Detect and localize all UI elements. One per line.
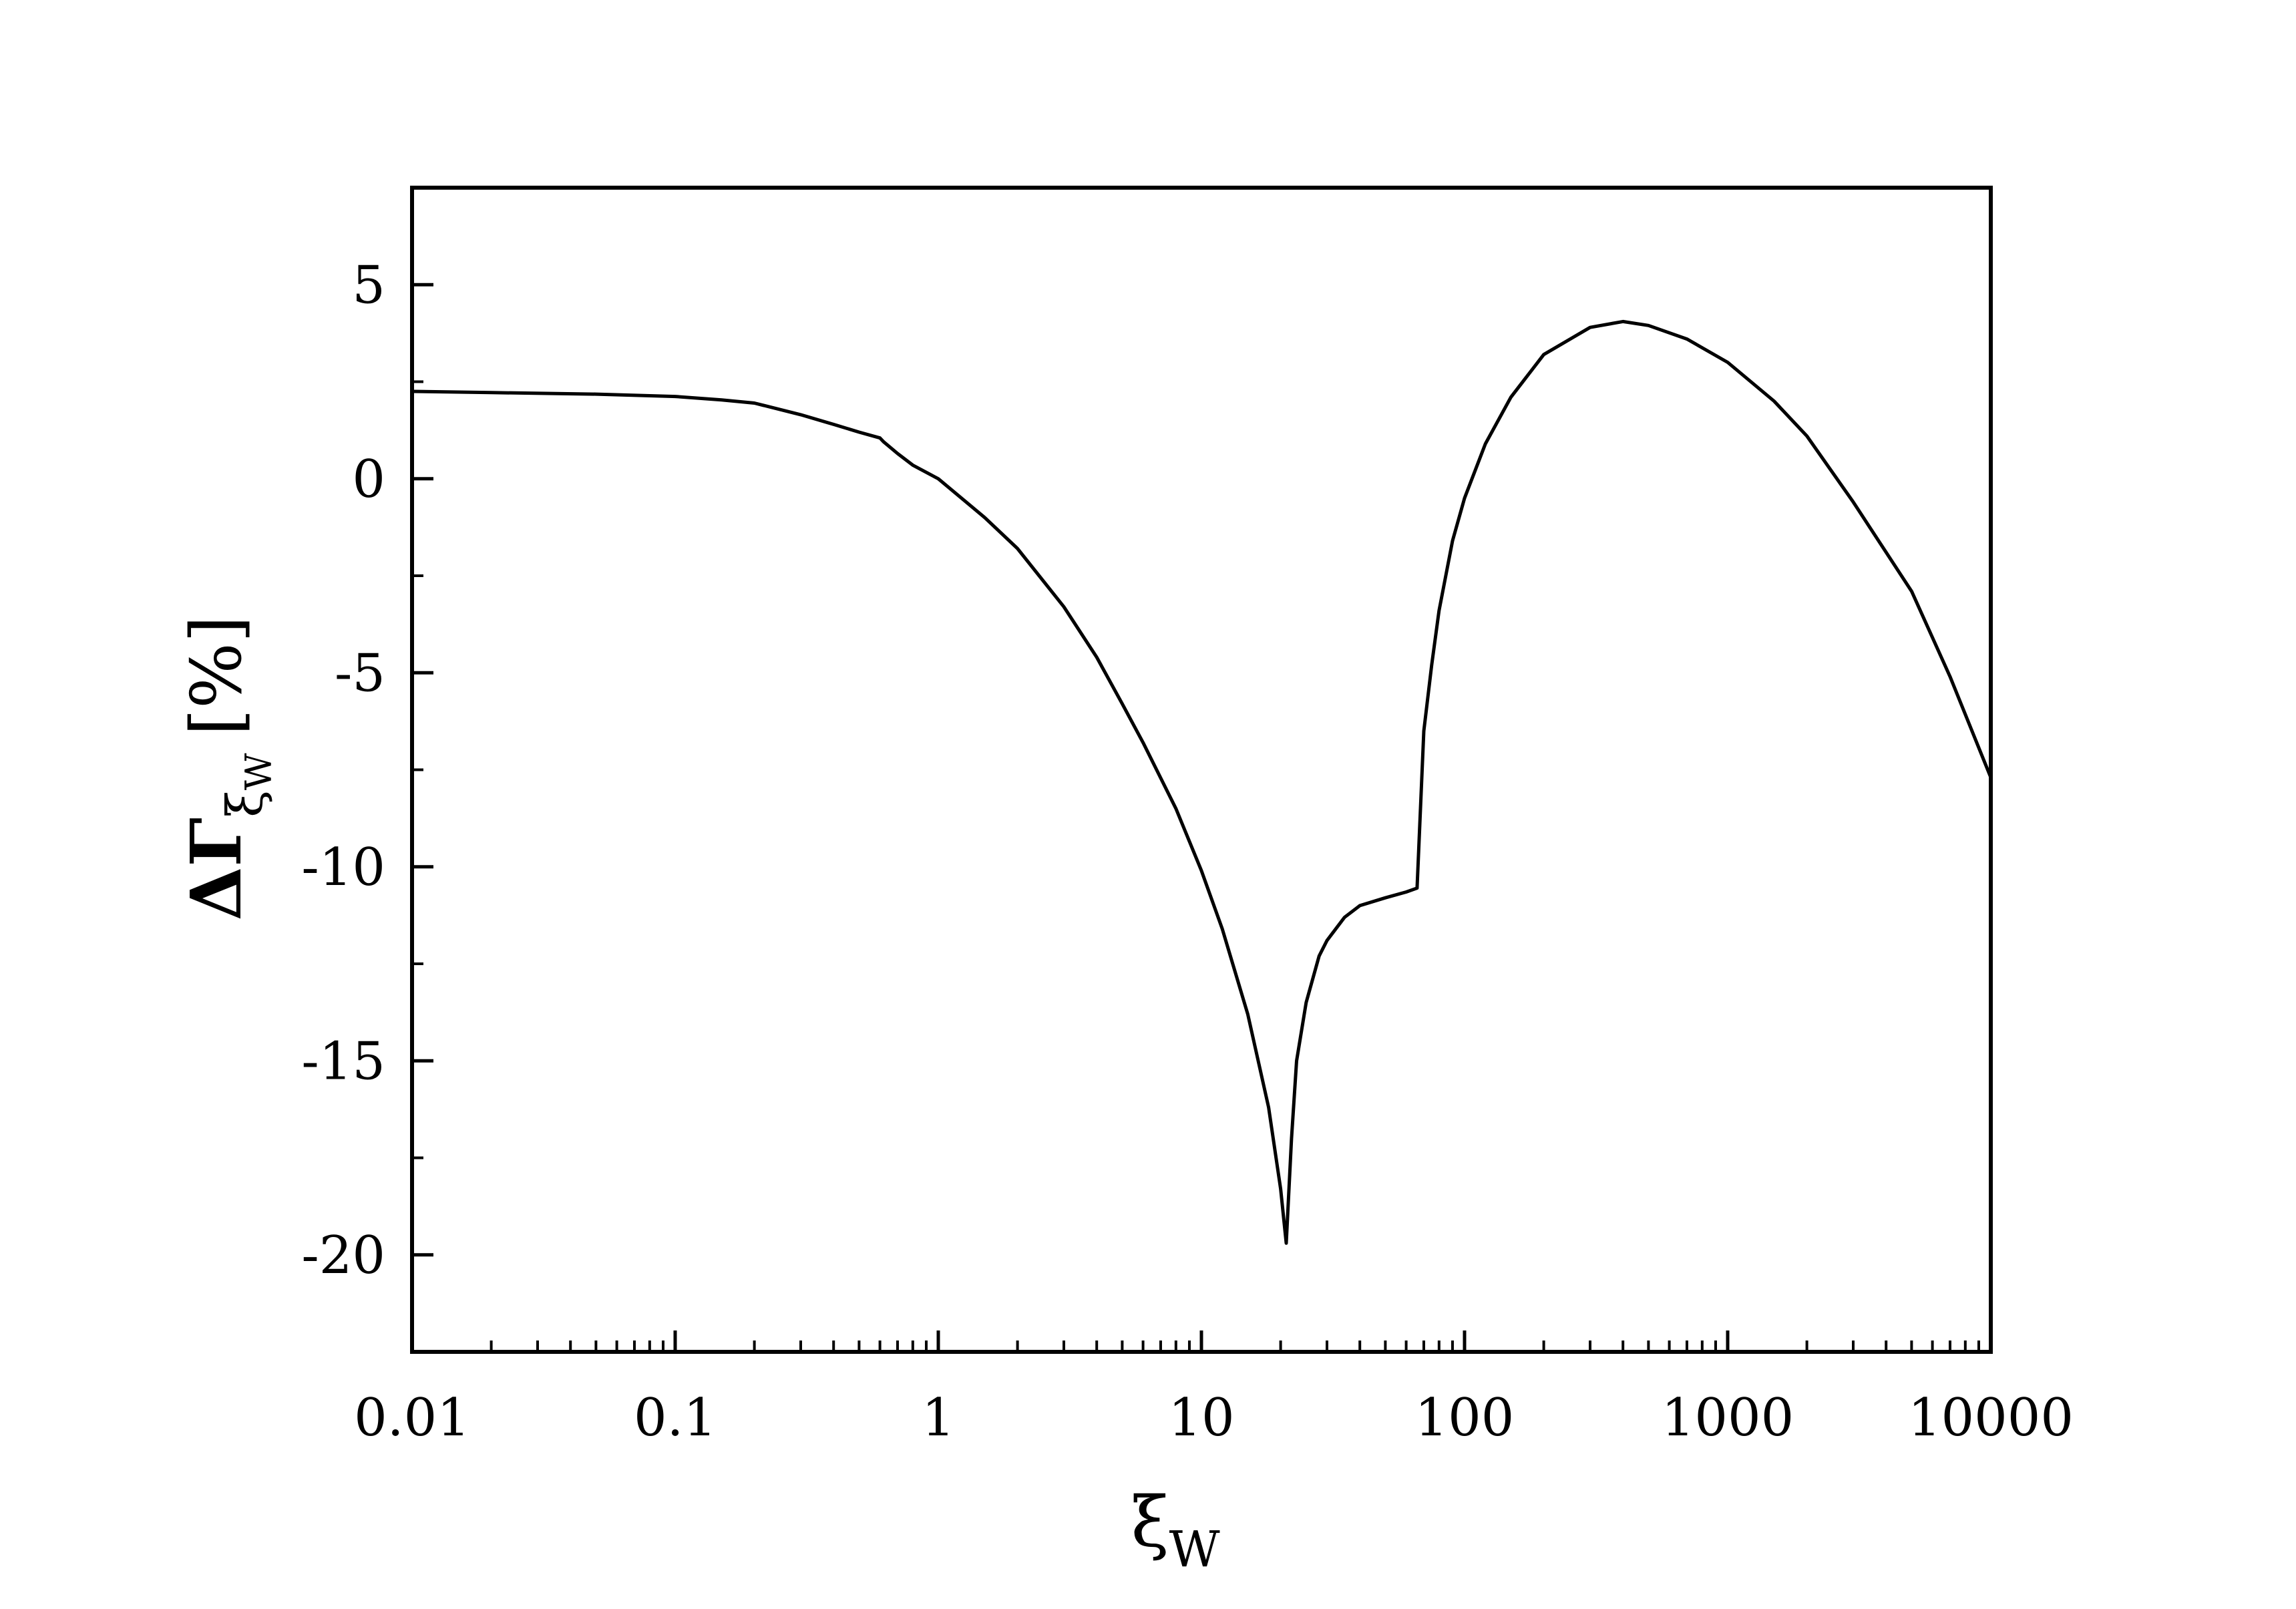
- plot-frame: [410, 186, 1993, 1354]
- y-axis-title: ΔΓξW [%]: [175, 616, 280, 921]
- y-tick-label: -15: [301, 1031, 385, 1091]
- y-tick-label: -5: [335, 643, 385, 703]
- x-tick-label: 0.1: [634, 1388, 717, 1448]
- x-tick-label: 100: [1415, 1388, 1515, 1448]
- tick-labels: 0.01 0.1 1 10 100 1000 10000 5 0 -5 -10 -15 -20: [301, 255, 2074, 1448]
- series-line-1: [410, 319, 1993, 1245]
- y-tick-label: -10: [301, 838, 385, 898]
- y-axis-sub-symbol: ξ: [216, 790, 274, 818]
- x-tick-label: 10000: [1908, 1388, 2074, 1448]
- x-tick-label: 1: [922, 1388, 955, 1448]
- y-axis-sub-sub: W: [238, 753, 280, 790]
- x-axis-subscript: W: [1169, 1521, 1220, 1578]
- x-axis-symbol: ξ: [1131, 1481, 1169, 1563]
- y-axis-title-group: ΔΓξW [%]: [175, 616, 280, 921]
- x-tick-label: 10: [1168, 1388, 1234, 1448]
- x-axis-title: ξW: [1131, 1481, 1219, 1578]
- y-tick-label: -20: [301, 1226, 385, 1286]
- x-tick-label: 1000: [1662, 1388, 1794, 1448]
- plot-marks: [410, 319, 1993, 1245]
- y-axis-prefix: ΔΓ: [175, 818, 257, 921]
- y-tick-label: 0: [352, 450, 385, 510]
- y-axis-unit: [%]: [176, 616, 257, 736]
- y-tick-label: 5: [352, 255, 385, 315]
- x-tick-label: 0.01: [354, 1388, 470, 1448]
